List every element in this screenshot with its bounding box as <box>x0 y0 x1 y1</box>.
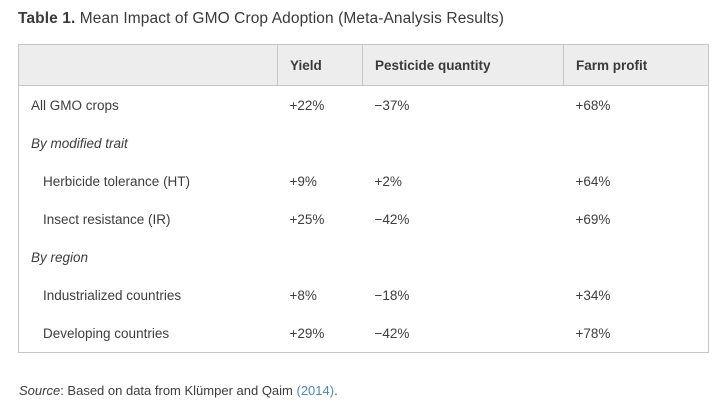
row-label: All GMO crops <box>31 97 119 113</box>
impact-table: Yield Pesticide quantity Farm profit All… <box>18 44 709 353</box>
page: Table 1. Mean Impact of GMO Crop Adoptio… <box>18 9 709 398</box>
source-text: : Based on data from Klümper and Qaim <box>60 383 297 398</box>
table-title: Table 1. Mean Impact of GMO Crop Adoptio… <box>18 9 708 29</box>
profit-value: +64% <box>575 173 611 189</box>
source-suffix: . <box>334 383 338 398</box>
section-label: By modified trait <box>31 135 128 151</box>
yield-value <box>278 124 363 162</box>
yield-value <box>278 238 363 276</box>
profit-value <box>564 124 709 162</box>
profit-value: +78% <box>575 325 611 341</box>
table-row-herbicide-tolerance: Herbicide tolerance (HT) +9% +2% +64% <box>19 162 709 200</box>
row-label: Herbicide tolerance (HT) <box>43 173 191 189</box>
column-header-empty <box>18 44 278 86</box>
section-row-by-modified-trait: By modified trait <box>19 124 709 162</box>
table-title-text: Mean Impact of GMO Crop Adoption (Meta-A… <box>75 10 505 27</box>
pesticide-value <box>363 238 564 276</box>
profit-value: +69% <box>575 211 611 227</box>
yield-value: +8% <box>289 287 317 303</box>
yield-value: +9% <box>289 173 317 189</box>
row-label: Developing countries <box>43 325 170 341</box>
pesticide-value <box>363 124 564 162</box>
pesticide-value: −37% <box>374 97 410 113</box>
pesticide-value: +2% <box>374 173 402 189</box>
table-title-number: Table 1. <box>18 10 76 27</box>
section-label: By region <box>31 249 89 265</box>
profit-value <box>564 238 709 276</box>
table-row-industrialized-countries: Industrialized countries +8% −18% +34% <box>19 276 709 314</box>
profit-value: +68% <box>575 97 611 113</box>
yield-value: +25% <box>289 211 325 227</box>
table-row-insect-resistance: Insect resistance (IR) +25% −42% +69% <box>19 200 709 238</box>
header-row: Yield Pesticide quantity Farm profit <box>18 44 709 86</box>
section-row-by-region: By region <box>19 238 709 276</box>
source-note: Source: Based on data from Klümper and Q… <box>19 383 708 398</box>
profit-value: +34% <box>575 287 611 303</box>
table-row-developing-countries: Developing countries +29% −42% +78% <box>19 314 709 353</box>
citation-link-2014[interactable]: (2014) <box>296 383 335 398</box>
column-header-farm-profit: Farm profit <box>563 44 709 86</box>
yield-value: +22% <box>289 97 325 113</box>
row-label: Insect resistance (IR) <box>43 211 171 227</box>
column-header-yield: Yield <box>277 44 363 86</box>
row-label: Industrialized countries <box>43 287 182 303</box>
source-label: Source <box>19 383 61 398</box>
column-header-pesticide-quantity: Pesticide quantity <box>362 44 564 86</box>
pesticide-value: −18% <box>374 287 410 303</box>
pesticide-value: −42% <box>374 211 410 227</box>
pesticide-value: −42% <box>374 325 410 341</box>
table-row-all-gmo-crops: All GMO crops +22% −37% +68% <box>19 86 709 125</box>
yield-value: +29% <box>289 325 325 341</box>
